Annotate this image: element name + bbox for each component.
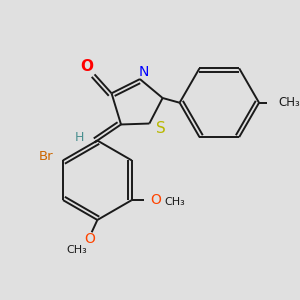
Text: O: O	[84, 232, 95, 246]
Text: H: H	[75, 131, 84, 144]
Text: Br: Br	[39, 150, 53, 163]
Text: CH₃: CH₃	[66, 245, 87, 255]
Text: O: O	[151, 193, 161, 207]
Text: N: N	[139, 64, 149, 79]
Text: CH₃: CH₃	[164, 197, 185, 207]
Text: CH₃: CH₃	[278, 96, 300, 109]
Text: S: S	[156, 121, 166, 136]
Text: O: O	[80, 59, 94, 74]
